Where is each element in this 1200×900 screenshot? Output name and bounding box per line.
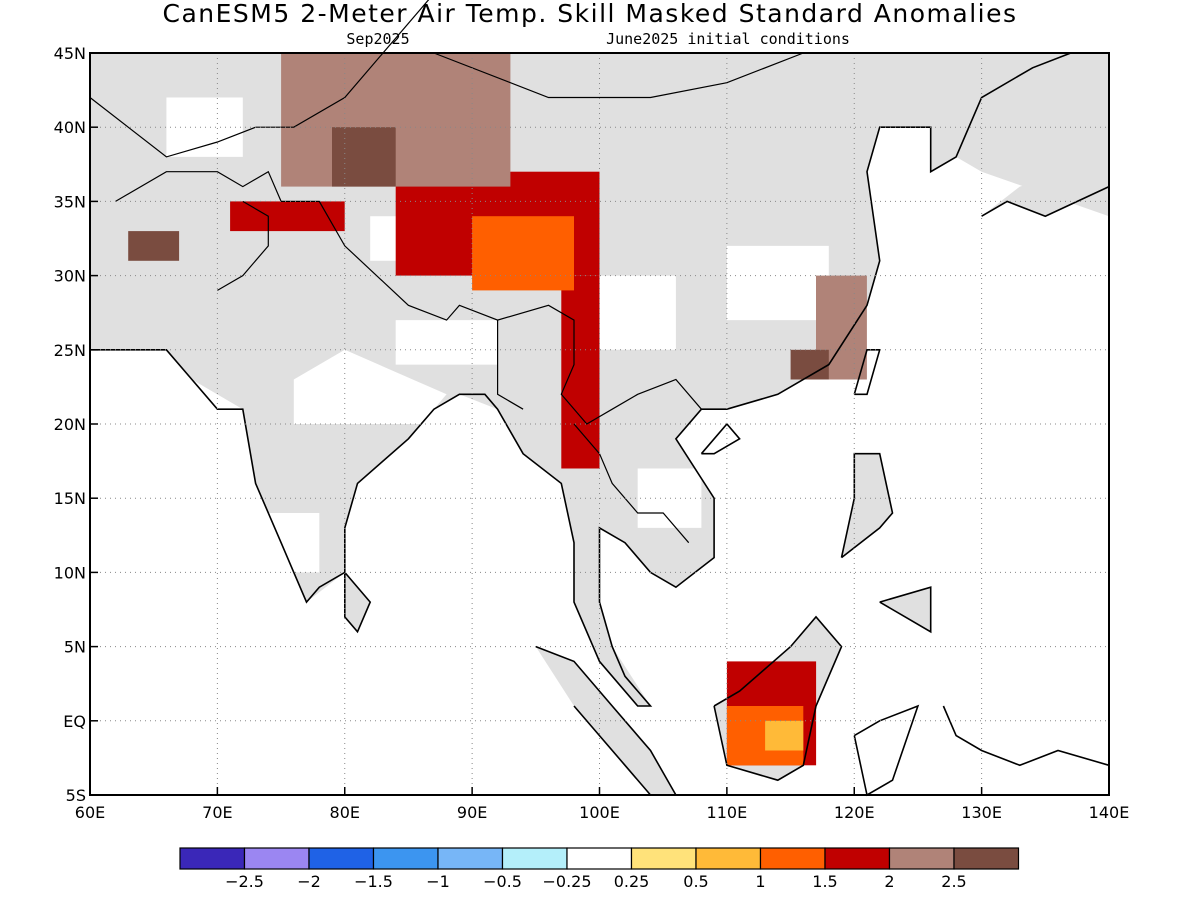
- y-tick-label: 10N: [54, 563, 86, 582]
- skill-hole-5: [637, 468, 702, 528]
- anomaly-cell-10: [128, 231, 180, 261]
- coastline-6: [981, 185, 1110, 218]
- colorbar-swatch: [566, 847, 633, 870]
- map-panel: 60E 70E 80E 90E 100E 110E 120E 130E 140E 5S EQ 5N 10…: [54, 0, 1130, 822]
- colorbar-swatch: [695, 847, 762, 870]
- x-tick-label: 60E: [75, 803, 105, 822]
- colorbar-label: −2: [297, 872, 321, 891]
- coastline-8: [853, 349, 881, 396]
- y-tick-label: 5N: [64, 638, 86, 657]
- colorbar: −2.5 −2 −1.5 −1 −0.5 −0.25 0.25 0.5 1 1.5 2 2.5: [179, 847, 1020, 891]
- colorbar-swatch: [243, 847, 310, 870]
- anomaly-layer: [128, 53, 867, 766]
- colorbar-swatch: [759, 847, 826, 870]
- border-3: [573, 423, 690, 544]
- colorbar-swatch: [372, 847, 439, 870]
- y-tick-label: 35N: [54, 192, 86, 211]
- y-tick-label: 5S: [66, 786, 86, 805]
- y-tick-label: EQ: [63, 712, 86, 731]
- land-mask-3: [841, 453, 893, 558]
- y-tick-label: 15N: [54, 489, 86, 508]
- colorbar-swatch: [630, 847, 697, 870]
- coastline-2: [573, 705, 652, 796]
- skill-hole-6: [268, 513, 320, 573]
- land-mask-6: [344, 572, 371, 632]
- skill-hole-0: [293, 349, 447, 424]
- coastline-1: [535, 645, 677, 796]
- anomaly-cell-4: [472, 216, 574, 291]
- valid-month-label: Sep2025: [346, 30, 409, 48]
- x-tick-label: 130E: [961, 803, 1002, 822]
- coastline-layer: [89, 0, 1110, 797]
- colorbar-label: 1.5: [812, 872, 837, 891]
- anomaly-cell-2: [230, 201, 345, 232]
- x-tick-label: 100E: [579, 803, 620, 822]
- skill-hole-2: [599, 275, 676, 350]
- colorbar-label: 0.25: [614, 872, 650, 891]
- x-tick-label: 120E: [834, 803, 875, 822]
- anomaly-cell-9: [332, 127, 396, 187]
- x-tick-label: 110E: [707, 803, 748, 822]
- colorbar-label: 1: [755, 872, 765, 891]
- border-0: [115, 170, 702, 425]
- colorbar-swatch: [179, 847, 246, 870]
- anomaly-cell-6: [765, 720, 804, 751]
- colorbar-swatch: [888, 847, 955, 870]
- coastline-11: [942, 705, 1110, 767]
- colorbar-swatch: [501, 847, 568, 870]
- graticule: [90, 53, 1109, 795]
- colorbar-label: −1: [426, 872, 450, 891]
- x-tick-label: 90E: [457, 803, 487, 822]
- axis-ticks: 60E 70E 80E 90E 100E 110E 120E 130E 140E 5S EQ 5N 10…: [54, 44, 1130, 822]
- coastline-3: [713, 615, 843, 782]
- skill-hole-7: [726, 245, 829, 321]
- colorbar-label: −2.5: [225, 872, 264, 891]
- border-1: [217, 200, 269, 291]
- chart-title: CanESM5 2-Meter Air Temp. Skill Masked S…: [162, 0, 1017, 28]
- y-tick-label: 45N: [54, 44, 86, 63]
- colorbar-label: 0.5: [683, 872, 708, 891]
- y-tick-label: 40N: [54, 118, 86, 137]
- coastline-9: [700, 422, 741, 455]
- colorbar-label: −1.5: [354, 872, 393, 891]
- y-tick-label: 25N: [54, 341, 86, 360]
- skill-hole-3: [166, 97, 243, 157]
- x-tick-label: 80E: [330, 803, 360, 822]
- coastline-5: [879, 586, 932, 634]
- colorbar-swatch: [953, 847, 1020, 870]
- colorbar-label: −0.5: [483, 872, 522, 891]
- border-5: [89, 97, 256, 158]
- border-4: [255, 0, 430, 128]
- y-tick-label: 30N: [54, 267, 86, 286]
- border-6: [433, 52, 804, 99]
- x-tick-label: 140E: [1089, 803, 1130, 822]
- colorbar-label: 2.5: [941, 872, 966, 891]
- x-tick-label: 70E: [202, 803, 232, 822]
- skill-hole-1: [395, 320, 498, 365]
- init-conditions-label: June2025 initial conditions: [606, 30, 850, 48]
- colorbar-label: −0.25: [542, 872, 591, 891]
- anomaly-cell-11: [790, 349, 829, 380]
- coastline-10: [853, 704, 920, 797]
- coastline-0: [90, 52, 1072, 707]
- land-mask-5: [981, 112, 1109, 217]
- land-mask-4: [879, 587, 931, 632]
- coastline-7: [344, 571, 372, 634]
- anomaly-cell-7: [281, 53, 511, 187]
- colorbar-label: 2: [884, 872, 894, 891]
- y-tick-label: 20N: [54, 415, 86, 434]
- colorbar-swatch: [824, 847, 891, 870]
- colorbar-swatch: [308, 847, 375, 870]
- colorbar-swatch: [437, 847, 504, 870]
- border-2: [497, 320, 524, 410]
- anomaly-cell-1: [561, 275, 600, 469]
